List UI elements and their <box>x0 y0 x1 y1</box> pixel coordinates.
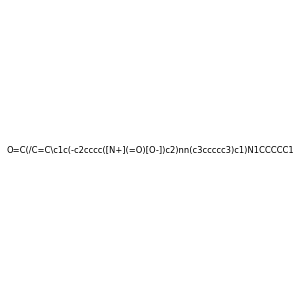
Text: O=C(/C=C\c1c(-c2cccc([N+](=O)[O-])c2)nn(c3ccccc3)c1)N1CCCCC1: O=C(/C=C\c1c(-c2cccc([N+](=O)[O-])c2)nn(… <box>6 146 294 154</box>
